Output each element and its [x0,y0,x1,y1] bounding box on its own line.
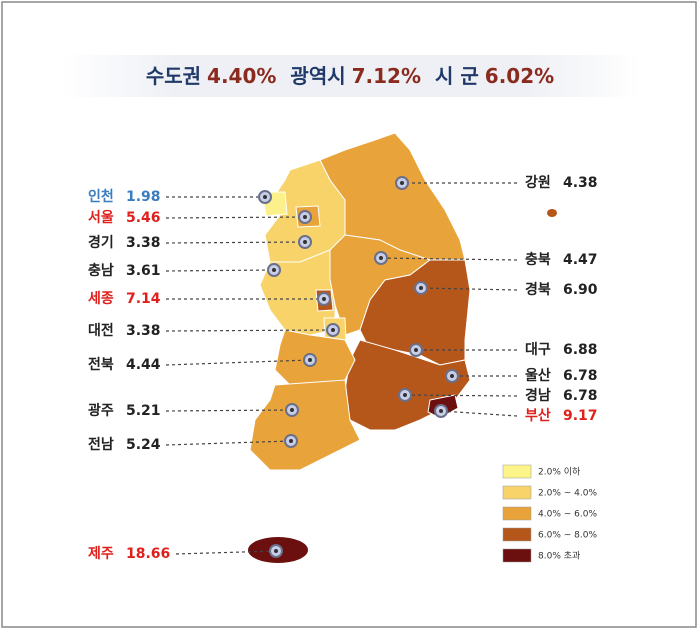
legend-swatch [502,485,532,500]
region-value: 6.90 [563,282,598,298]
region-name: 인천 [88,188,114,205]
region-value: 4.38 [563,175,598,191]
title-label: 수도권 [146,64,201,88]
title-band [60,55,640,97]
region-dot-center [274,549,278,553]
region-dot-center [414,348,418,352]
region-value: 4.47 [563,252,598,268]
labels: 인천 1.98 서울 5.46 경기 3.38 충남 3.61 세종 7.14 대전 3.38 전북 4.… [88,174,598,562]
legend-label: 6.0% ~ 8.0% [538,531,597,541]
leader-line [175,550,277,555]
leader-line [420,287,518,291]
region-dot-center [308,358,312,362]
region-dot-center [439,409,443,413]
title-value: 6.02% [485,64,554,88]
ulleung [547,209,557,217]
region-dot-center [331,328,335,332]
region-name: 서울 [88,209,114,226]
title-label: 시 군 [435,64,479,88]
region-dot-center [322,297,326,301]
legend-swatch [502,464,532,479]
region-dot-center [272,268,276,272]
leader-line [165,216,306,219]
region-value: 4.44 [126,357,161,373]
legend-swatch [502,527,532,542]
region-name: 대구 [525,342,551,358]
region-value: 6.88 [563,342,598,358]
region-value: 5.46 [126,210,161,226]
legend-swatch [502,548,532,563]
region-value: 6.78 [563,388,598,404]
region-name: 대전 [88,322,114,339]
legend: 2.0% 이하 2.0% ~ 4.0% 4.0% ~ 6.0% 6.0% ~ 8.0%… [502,464,597,563]
leader-line [165,359,311,366]
region-name: 광주 [88,402,114,419]
region-value: 5.21 [126,403,161,419]
region-dot-center [289,439,293,443]
region-dot-center [263,195,267,199]
leader-line [165,440,292,446]
legend-label: 4.0% ~ 6.0% [538,510,597,520]
region-dot-center [379,256,383,260]
region-dot-center [419,286,423,290]
region-dot-center [290,408,294,412]
region-name: 전북 [88,356,114,373]
region-name: 울산 [525,367,551,384]
leader-line [380,257,518,261]
region-value: 9.17 [563,408,598,424]
region-value: 3.38 [126,323,161,339]
gyeongbuk [359,259,471,366]
title: 수도권 4.40% 광역시 7.12% 시 군 6.02% [146,64,554,88]
region-name: 경남 [525,387,551,404]
region-dot-center [303,215,307,219]
title-value: 7.12% [352,64,421,88]
title-label: 광역시 [290,64,345,88]
region-name: 경기 [88,234,114,251]
legend-swatch [502,506,532,521]
leader-line [404,394,518,397]
region-dot-center [403,393,407,397]
leader-line [440,410,518,417]
leader-line [165,269,275,272]
legend-label: 2.0% ~ 4.0% [538,489,597,499]
region-name: 세종 [88,291,114,307]
region-value: 3.38 [126,235,161,251]
map [248,132,557,563]
region-value: 3.61 [126,263,161,279]
region-name: 강원 [525,174,551,191]
region-name: 충남 [88,262,114,279]
region-value: 7.14 [126,291,161,307]
region-name: 충북 [525,252,551,268]
legend-label: 2.0% 이하 [538,467,581,478]
region-dot-center [303,240,307,244]
legend-label: 8.0% 초과 [538,551,580,562]
region-name: 경북 [525,281,551,298]
region-value: 6.78 [563,368,598,384]
region-value: 5.24 [126,437,161,453]
region-name: 제주 [88,546,114,562]
title-value: 4.40% [207,64,276,88]
region-dot-center [400,181,404,185]
region-value: 1.98 [126,189,161,205]
region-dot-center [450,374,454,378]
jeonnam [249,379,361,471]
region-name: 부산 [525,407,551,424]
region-name: 전남 [88,436,114,453]
leader-line [165,329,334,332]
region-value: 18.66 [126,546,170,562]
leader-line [165,241,306,244]
